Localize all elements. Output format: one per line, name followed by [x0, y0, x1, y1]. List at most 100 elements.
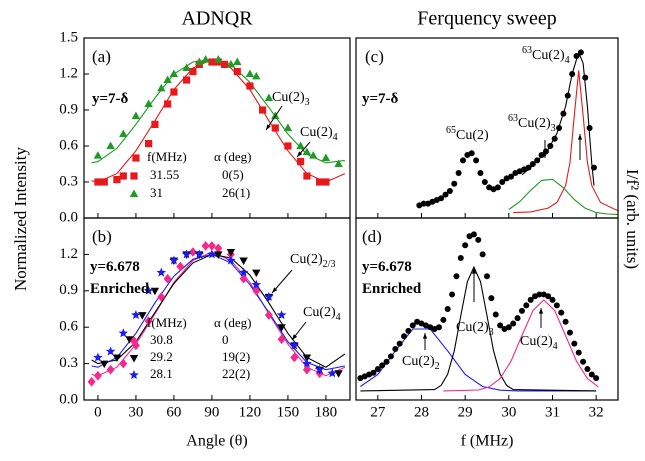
y-tick-label: 1.5: [59, 29, 78, 45]
data-point: [221, 60, 229, 68]
data-point: [564, 92, 571, 99]
data-point: [409, 322, 416, 329]
data-point: [438, 195, 445, 202]
data-point: [131, 310, 141, 320]
data-point: [264, 291, 274, 301]
legend-header: f(MHz): [147, 149, 187, 164]
annotation-text: Enriched: [362, 281, 422, 297]
superscript: 63: [508, 113, 518, 124]
annotation: 63Cu(2)4: [522, 45, 570, 66]
arrow-head: [292, 334, 298, 340]
legend-marker: [129, 189, 139, 197]
legend-marker: [129, 370, 139, 379]
subscript: 4: [553, 341, 558, 352]
data-point: [214, 243, 223, 254]
data-point: [475, 236, 482, 243]
data-point: [575, 349, 582, 356]
annotation: Enriched: [90, 281, 150, 297]
data-point: [322, 178, 330, 186]
annotation-text: Cu(2): [272, 90, 305, 105]
data-point: [170, 88, 178, 96]
data-point: [106, 141, 115, 149]
data-point: [131, 111, 141, 119]
data-point: [94, 178, 102, 186]
data-point: [435, 324, 442, 331]
data-point: [401, 333, 408, 340]
data-point: [276, 310, 287, 320]
y-tick-label: 0.0: [59, 391, 78, 407]
legend-header: f(MHz): [147, 315, 187, 330]
data-point: [549, 296, 556, 303]
superscript: 65: [446, 125, 456, 136]
legend-label: 26(1): [222, 185, 250, 200]
data-point: [573, 53, 580, 59]
data-point: [518, 307, 525, 314]
annotation-text: Cu(2): [300, 125, 333, 140]
legend-label: 30.8: [150, 332, 173, 347]
x-tick-label: 120: [239, 404, 262, 420]
data-point: [488, 295, 495, 302]
x-tick-label: 27: [370, 404, 386, 420]
y-axis-label: Normalized Intensity: [11, 147, 30, 291]
annotation-text: Cu(2): [520, 334, 553, 349]
data-point: [590, 164, 597, 171]
x-tick-label: 0: [94, 404, 102, 420]
annotation: Cu(2)4: [520, 334, 558, 352]
data-point: [553, 302, 560, 309]
annotation: Cu(2)4: [300, 125, 338, 143]
data-point: [189, 68, 197, 76]
data-point: [309, 151, 318, 159]
annotation: y=7-δ: [92, 91, 129, 107]
y-tick-label: 0.9: [59, 101, 78, 117]
subscript: 4: [333, 132, 338, 143]
x-tick-label: 28: [414, 404, 429, 420]
data-point: [182, 63, 191, 71]
data-point: [233, 57, 242, 65]
annotation: y=7-δ: [362, 91, 399, 107]
subscript: 2/3: [323, 259, 336, 270]
data-point: [238, 267, 249, 277]
x-tick-label: 150: [277, 404, 300, 420]
data-point: [277, 334, 286, 345]
data-point: [457, 255, 464, 262]
annotation-text: Enriched: [90, 281, 150, 297]
arrow-head: [422, 333, 428, 339]
data-point: [93, 352, 103, 362]
data-point: [143, 285, 154, 295]
annotation-text: Cu(2): [290, 252, 323, 267]
data-point: [527, 296, 534, 303]
data-point: [327, 368, 337, 378]
plot-area: [91, 55, 346, 186]
data-point: [144, 316, 153, 326]
annotation-text: Cu(2): [456, 128, 489, 143]
subscript: 4: [336, 312, 341, 323]
data-point: [314, 364, 325, 374]
legend-header: α (deg): [214, 315, 252, 330]
fit-curve: [443, 299, 599, 392]
legend-label: 31.55: [150, 167, 179, 182]
data-point: [405, 327, 412, 334]
data-point: [93, 370, 102, 381]
data-point: [334, 370, 343, 378]
data-point: [296, 141, 305, 149]
annotation: Cu(2)4: [303, 305, 341, 323]
y-tick-label: 0.9: [59, 282, 78, 298]
data-point: [252, 269, 261, 278]
data-point: [508, 173, 515, 180]
legend-label: 22(2): [222, 366, 250, 381]
data-point: [481, 179, 488, 185]
annotation-text: y=6.678: [362, 259, 412, 275]
annotation: 63Cu(2)3: [508, 113, 556, 134]
data-point: [370, 369, 377, 376]
data-point: [396, 340, 403, 347]
legend-marker: [129, 355, 139, 363]
data-point: [302, 147, 312, 155]
legend-marker: [130, 336, 138, 346]
annotation: y=6.678: [362, 259, 412, 275]
fit-curve: [91, 59, 345, 164]
data-point: [144, 99, 153, 107]
data-point: [164, 100, 172, 108]
data-point: [302, 354, 312, 362]
data-point: [302, 364, 311, 375]
y-tick-label: 0.6: [59, 137, 78, 153]
